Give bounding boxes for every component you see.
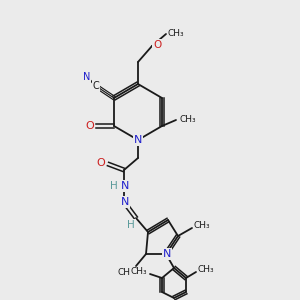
Text: H: H [110, 181, 118, 191]
Text: C: C [93, 81, 99, 91]
Text: H: H [127, 220, 135, 230]
Text: CH₃: CH₃ [168, 29, 184, 38]
Text: CH₃: CH₃ [117, 268, 134, 277]
Text: CH₃: CH₃ [198, 266, 214, 274]
Text: CH₃: CH₃ [179, 116, 196, 124]
Text: O: O [85, 121, 94, 131]
Text: O: O [97, 158, 105, 168]
Text: CH₃: CH₃ [194, 221, 211, 230]
Text: CH₃: CH₃ [130, 268, 147, 277]
Text: N: N [121, 181, 129, 191]
Text: O: O [153, 40, 161, 50]
Text: N: N [163, 249, 171, 259]
Text: N: N [121, 197, 129, 207]
Text: N: N [134, 135, 142, 145]
Text: N: N [83, 72, 91, 82]
